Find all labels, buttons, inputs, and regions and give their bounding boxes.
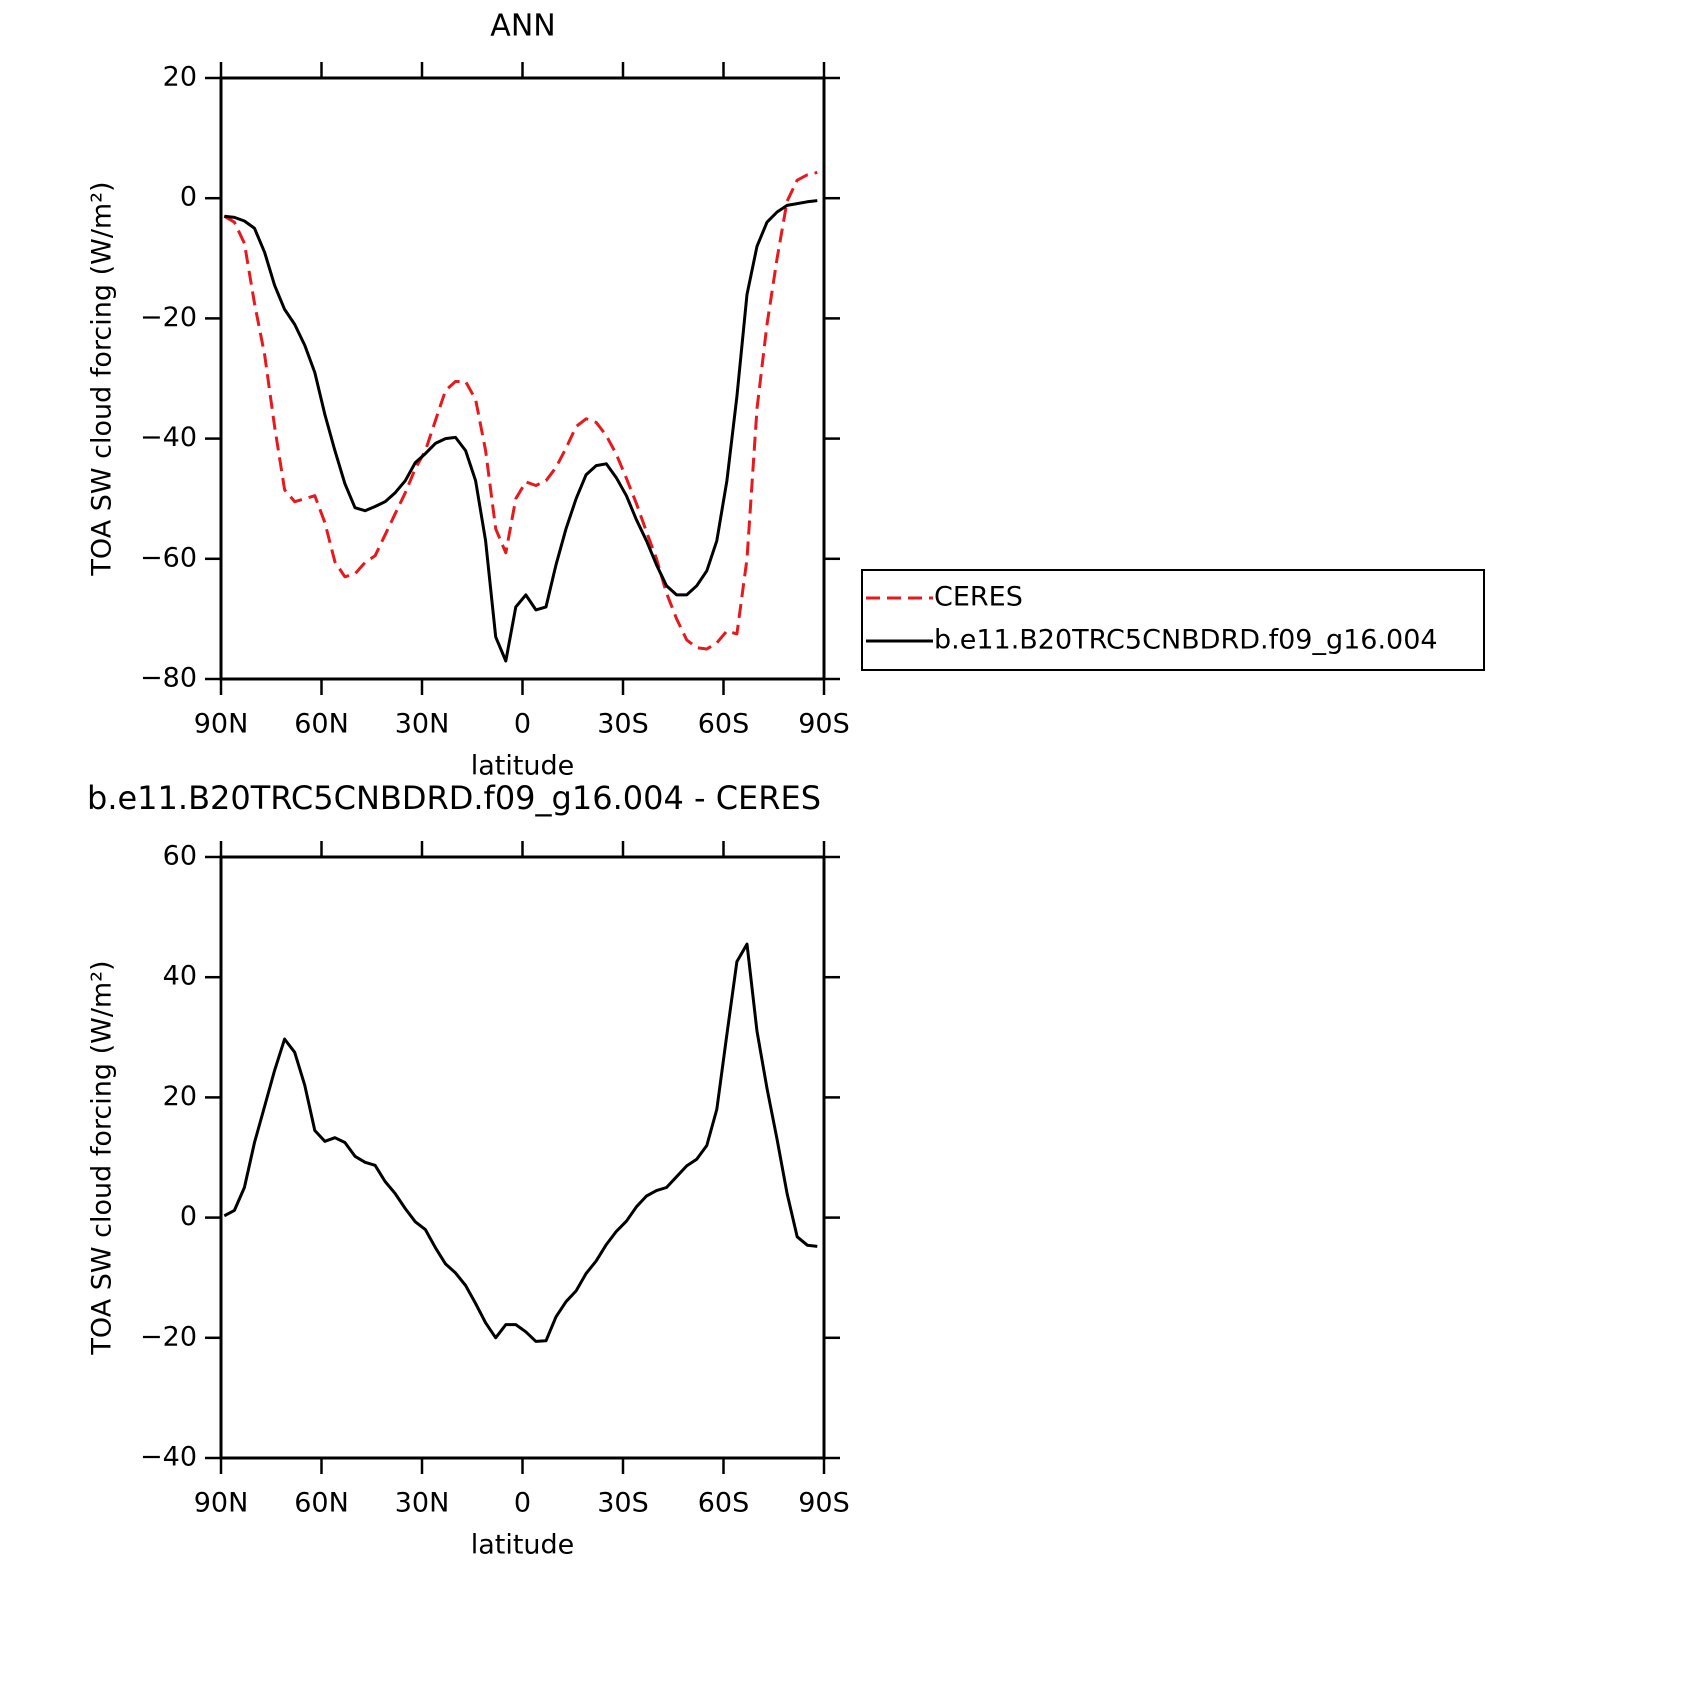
x-tick-label: 90S [798,1488,850,1519]
y-tick-label: −60 [140,542,197,573]
data-line [224,199,818,663]
x-tick-label: 60S [698,1488,750,1519]
legend-label: b.e11.B20TRC5CNBDRD.f09_g16.004 [934,625,1438,656]
plot-frame [219,76,826,681]
x-tick-label: 0 [514,1488,531,1519]
x-tick-label: 90N [194,1488,249,1519]
x-tick-label: 90N [194,709,249,740]
y-tick-label: 20 [163,62,197,93]
chart-title: ANN [490,9,555,44]
x-tick-label: 60N [294,1488,349,1519]
x-tick-label: 30N [395,709,450,740]
x-tick-label: 30N [395,1488,450,1519]
x-tick-label: 0 [514,709,531,740]
x-tick-label: 30S [597,709,649,740]
x-axis-label: latitude [471,751,575,782]
plot-frame [219,855,826,1460]
legend-label: CERES [934,582,1023,613]
x-tick-label: 30S [597,1488,649,1519]
y-tick-label: 0 [180,182,197,213]
x-tick-label: 90S [798,709,850,740]
x-tick-label: 60N [294,709,349,740]
y-tick-label: 0 [180,1201,197,1232]
x-tick-label: 60S [698,709,750,740]
y-axis-label: TOA SW cloud forcing (W/m²) [87,960,118,1355]
x-axis-label: latitude [471,1530,575,1561]
y-tick-label: 40 [163,961,197,992]
legend-box [861,569,1485,671]
data-line [223,942,818,1343]
chart-title: b.e11.B20TRC5CNBDRD.f09_g16.004 - CERES [87,779,821,817]
data-line [223,170,818,651]
y-tick-label: 20 [163,1081,197,1112]
y-axis-label: TOA SW cloud forcing (W/m²) [87,181,118,576]
y-tick-label: −80 [140,663,197,694]
y-tick-label: 60 [163,841,197,872]
y-tick-label: −40 [140,422,197,453]
y-tick-label: −20 [140,1321,197,1352]
y-tick-label: −40 [140,1442,197,1473]
y-tick-label: −20 [140,302,197,333]
